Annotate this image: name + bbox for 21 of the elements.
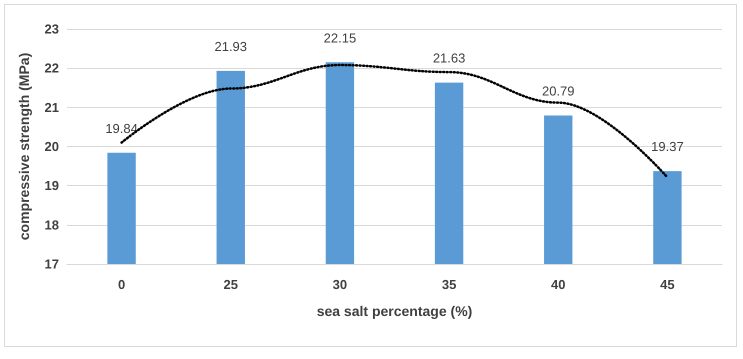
y-tick-label: 17 (44, 256, 59, 272)
data-label: 19.84 (105, 120, 138, 136)
data-label: 21.93 (214, 38, 248, 54)
y-tick-label: 18 (44, 217, 59, 232)
x-tick-label: 30 (332, 277, 348, 292)
data-label: 21.63 (432, 50, 466, 66)
x-tick-label: 35 (442, 277, 456, 292)
x-axis-title: sea salt percentage (%) (316, 303, 472, 319)
data-label: 20.79 (542, 84, 575, 99)
x-tick-label: 0 (118, 277, 126, 292)
y-tick-label: 21 (44, 100, 59, 115)
data-label: 19.37 (651, 139, 684, 154)
y-tick-label: 19 (44, 178, 59, 194)
y-tick-label: 22 (44, 60, 59, 76)
x-tick-label: 40 (551, 277, 566, 292)
data-label: 22.15 (324, 30, 356, 46)
y-tick-label: 23 (44, 22, 59, 36)
x-tick-label: 25 (224, 277, 238, 292)
y-tick-label: 20 (44, 139, 59, 154)
x-tick-label: 45 (660, 277, 675, 292)
y-axis-title: compressive strength (MPa) (16, 52, 32, 240)
